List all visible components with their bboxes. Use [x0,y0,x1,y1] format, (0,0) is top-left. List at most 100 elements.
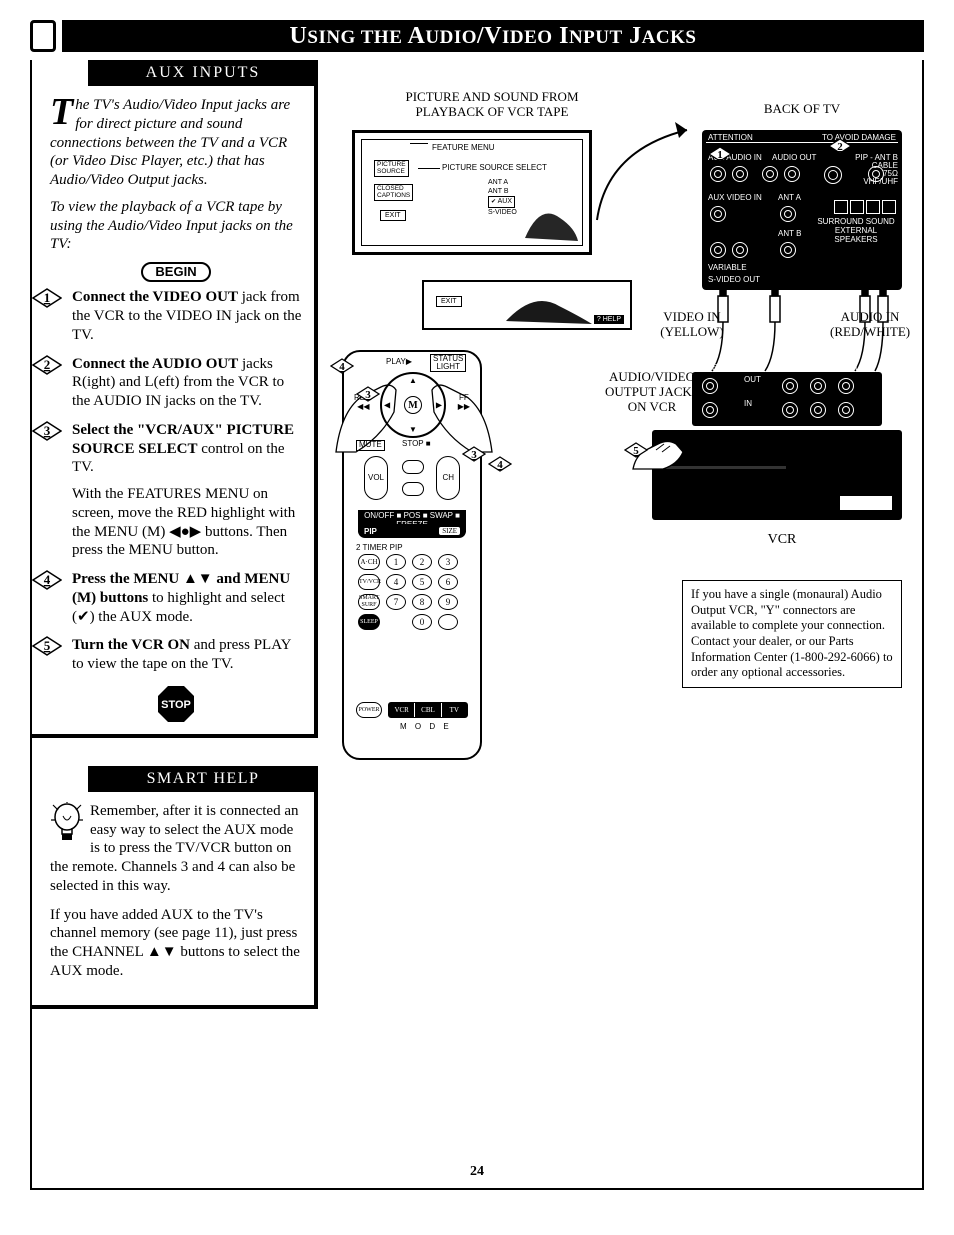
smart-help-header: SMART HELP [88,766,318,792]
remote-timer: 2 TIMER PIP [356,544,403,553]
label-audio-in: AUDIO IN (RED/WHITE) [830,310,910,340]
sel-ant-b: ANT B [488,187,517,196]
remote-size: SIZE [439,527,460,535]
remote-mode-cbl: CBL [415,703,441,717]
smart-help-p2: If you have added AUX to the TV's channe… [50,906,302,981]
diagram-step-2-icon: 2 [828,138,852,154]
label-feature-menu: FEATURE MENU [432,144,495,153]
arrow-playback-icon [587,110,707,230]
svg-text:1: 1 [717,149,723,161]
remote-play: PLAY▶ [386,358,412,367]
remote-ff: FF ▶▶ [458,394,470,412]
help-badge: ? HELP [594,315,624,324]
step-1: 1 Connect the VIDEO OUT jack from the VC… [50,288,302,344]
label-variable: VARIABLE [708,264,747,273]
diagram-step-3a-icon: 3 [356,386,380,402]
remote-status: STATUS LIGHT [430,354,466,372]
intro-rest: he TV's Audio/Video Input jacks are for … [50,97,290,188]
step-5: 5 Turn the VCR ON and press PLAY to view… [50,636,302,674]
lightbulb-icon [50,802,84,848]
remote-ach: A·CH [358,554,380,570]
label-playback: PICTURE AND SOUND FROM PLAYBACK OF VCR T… [392,90,592,120]
step-number-2-icon: 2 [32,355,62,375]
label-surround: SURROUND SOUND EXTERNAL SPEAKERS [816,218,896,244]
label-back-of-tv: BACK OF TV [752,102,852,117]
step-4: 4 Press the MENU ▲▼ and MENU (M) buttons… [50,570,302,626]
remote-sleep: SLEEP [358,614,380,630]
step-3-extra: With the FEATURES MENU on screen, move t… [72,485,302,560]
title-corner-box [30,20,56,52]
label-vcr: VCR [752,532,812,548]
sel-aux: AUX [498,198,512,205]
page-number: 24 [32,1164,922,1180]
dropcap: T [50,96,75,128]
menu-exit-2: EXIT [436,296,462,307]
remote-stop: STOP ■ [402,440,431,449]
label-audio-out: AUDIO OUT [772,154,816,163]
remote-ch: CH [442,474,454,483]
remote-vol: VOL [368,474,384,483]
menu-closed-captions: CLOSED CAPTIONS [374,184,413,201]
page-title: USING THE AUDIO/VIDEO INPUT JACKS [62,20,924,52]
remote-mode-vcr: VCR [389,703,415,717]
info-box: If you have a single (monaural) Audio Ou… [682,580,902,688]
step-number-5-icon: 5 [32,636,62,656]
smart-help-p1: Remember, after it is connected an easy … [50,802,302,896]
label-ant-b: ANT B [778,230,801,239]
svg-text:2: 2 [837,141,843,153]
label-aux-video: AUX VIDEO IN [708,194,762,203]
label-picture-source-select: PICTURE SOURCE SELECT [442,164,562,173]
step-3: 3 Select the "VCR/AUX" PICTURE SOURCE SE… [50,421,302,560]
svg-text:2: 2 [44,357,51,372]
menu-picture-source: PICTURE SOURCE [374,160,409,177]
menu-exit-1: EXIT [380,210,406,221]
tv-back-panel: ATTENTION TO AVOID DAMAGE AUX AUDIO IN A… [702,130,902,290]
remote-mode-label: M O D E [400,723,452,732]
stop-icon: STOP [156,684,196,724]
step-number-4-icon: 4 [32,570,62,590]
step-2: 2 Connect the AUDIO OUT jacks R(ight) an… [50,355,302,411]
sel-ant-a: ANT A [488,178,517,187]
begin-pill: BEGIN [141,262,211,282]
diagram-step-4a-icon: 4 [330,358,354,374]
remote-control: ▲ ▼ ◀ ▶ M PLAY▶ STATUS LIGHT REW ◀◀ FF ▶… [342,350,482,760]
svg-text:3: 3 [44,423,51,438]
manual-page: USING THE AUDIO/VIDEO INPUT JACKS AUX IN… [0,0,954,1235]
label-pip: PIP - ANT B CABLE 75Ω VHF/UHF [855,154,898,186]
svg-text:4: 4 [497,459,503,471]
step-5-bold: Turn the VCR ON [72,637,190,653]
step-number-3-icon: 3 [32,421,62,441]
left-column: AUX INPUTS The TV's Audio/Video Input ja… [18,60,308,1009]
aux-inputs-body: The TV's Audio/Video Input jacks are for… [32,86,318,738]
svg-text:5: 5 [633,445,639,457]
diagram-step-4b-icon: 4 [488,456,512,472]
sel-svideo: S-VIDEO [488,208,517,217]
svg-text:4: 4 [339,361,345,373]
smart-help-p1-text: Remember, after it is connected an easy … [50,803,298,894]
svg-text:5: 5 [44,638,51,653]
remote-mute: MUTE [356,440,385,451]
content-frame: AUX INPUTS The TV's Audio/Video Input ja… [30,60,924,1190]
step-2-bold: Connect the AUDIO OUT [72,356,238,372]
tv-screen-menu-2: EXIT ? HELP [422,280,632,330]
svg-text:3: 3 [365,389,371,401]
diagram-step-5-icon: 5 [624,442,648,458]
smart-help-body: Remember, after it is connected an easy … [32,792,318,1009]
step-1-bold: Connect the VIDEO OUT [72,289,238,305]
label-av-out-vcr: AUDIO/VIDEO OUTPUT JACKS ON VCR [602,370,702,415]
label-svideo-out: S-VIDEO OUT [708,276,760,285]
svg-text:4: 4 [44,572,51,587]
diagram-step-3b-icon: 3 [462,446,486,462]
intro-paragraph-1: The TV's Audio/Video Input jacks are for… [50,96,302,190]
label-ant-a: ANT A [778,194,801,203]
step-number-1-icon: 1 [32,288,62,308]
remote-tvvcr: TV/VCR [358,574,380,590]
label-video-in: VIDEO IN (YELLOW) [652,310,732,340]
title-bar: USING THE AUDIO/VIDEO INPUT JACKS [30,20,924,52]
aux-inputs-header: AUX INPUTS [88,60,318,86]
tv-screen-menu-1: FEATURE MENU PICTURE SOURCE CLOSED CAPTI… [352,130,592,255]
intro-paragraph-2: To view the playback of a VCR tape by us… [50,198,302,254]
remote-pip: PIP [364,527,377,536]
svg-text:1: 1 [44,290,51,305]
diagram-step-1-icon: 1 [708,146,732,162]
